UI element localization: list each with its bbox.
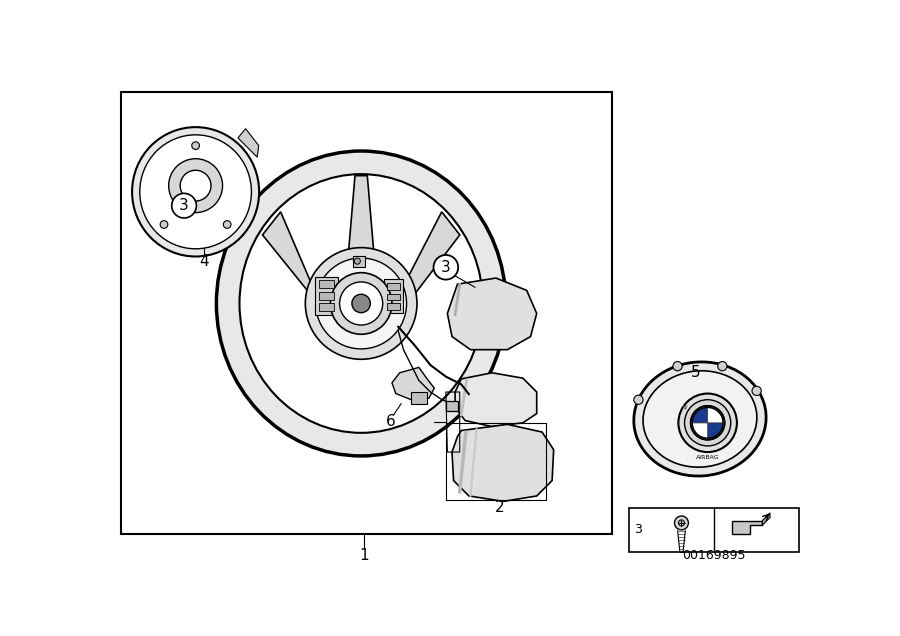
Ellipse shape xyxy=(239,174,482,433)
Bar xyxy=(354,256,365,266)
Circle shape xyxy=(355,258,360,264)
Bar xyxy=(315,277,338,315)
Bar xyxy=(446,401,458,410)
Wedge shape xyxy=(692,423,707,438)
Text: 3: 3 xyxy=(634,523,643,536)
Polygon shape xyxy=(452,424,554,501)
Circle shape xyxy=(679,394,737,452)
Text: 6: 6 xyxy=(385,414,395,429)
Text: 2: 2 xyxy=(495,500,505,515)
Polygon shape xyxy=(392,368,435,399)
Polygon shape xyxy=(455,373,536,427)
Wedge shape xyxy=(692,408,707,423)
Polygon shape xyxy=(238,128,258,157)
Ellipse shape xyxy=(132,127,259,256)
Circle shape xyxy=(717,361,727,371)
Circle shape xyxy=(679,520,685,526)
Bar xyxy=(319,303,334,311)
Circle shape xyxy=(690,406,725,439)
Circle shape xyxy=(752,386,761,396)
Bar xyxy=(387,284,400,289)
Text: 00169895: 00169895 xyxy=(682,549,745,562)
Circle shape xyxy=(180,170,211,201)
Bar xyxy=(446,423,546,500)
Text: AIRBAG: AIRBAG xyxy=(696,455,719,460)
Ellipse shape xyxy=(140,135,251,249)
Text: 4: 4 xyxy=(199,254,209,268)
Bar xyxy=(629,508,798,552)
Bar xyxy=(411,392,427,404)
Text: 3: 3 xyxy=(179,198,189,213)
Polygon shape xyxy=(762,513,770,525)
Circle shape xyxy=(168,159,222,212)
Polygon shape xyxy=(263,212,346,338)
Circle shape xyxy=(160,221,168,228)
Circle shape xyxy=(223,221,231,228)
Circle shape xyxy=(352,294,371,313)
Circle shape xyxy=(192,142,200,149)
Ellipse shape xyxy=(216,151,506,456)
Bar xyxy=(319,280,334,288)
Circle shape xyxy=(172,193,196,218)
Circle shape xyxy=(434,255,458,280)
Bar xyxy=(121,92,612,534)
Circle shape xyxy=(330,273,392,335)
Text: 3: 3 xyxy=(441,259,451,275)
Circle shape xyxy=(634,395,643,404)
Text: 5: 5 xyxy=(691,365,701,380)
Polygon shape xyxy=(447,278,536,350)
Bar xyxy=(319,292,334,300)
Ellipse shape xyxy=(305,247,417,359)
Wedge shape xyxy=(707,423,723,438)
Circle shape xyxy=(339,282,382,325)
Circle shape xyxy=(673,361,682,371)
Circle shape xyxy=(674,516,688,530)
Polygon shape xyxy=(376,212,460,338)
Polygon shape xyxy=(347,176,375,266)
Text: ψ: ψ xyxy=(682,404,687,410)
Ellipse shape xyxy=(316,258,407,349)
Ellipse shape xyxy=(643,371,757,467)
Bar xyxy=(384,279,402,313)
Polygon shape xyxy=(732,521,762,534)
Circle shape xyxy=(685,399,731,446)
Ellipse shape xyxy=(634,362,766,476)
Bar xyxy=(387,303,400,310)
Text: 1: 1 xyxy=(359,548,369,563)
Bar xyxy=(387,294,400,300)
Wedge shape xyxy=(707,408,723,423)
